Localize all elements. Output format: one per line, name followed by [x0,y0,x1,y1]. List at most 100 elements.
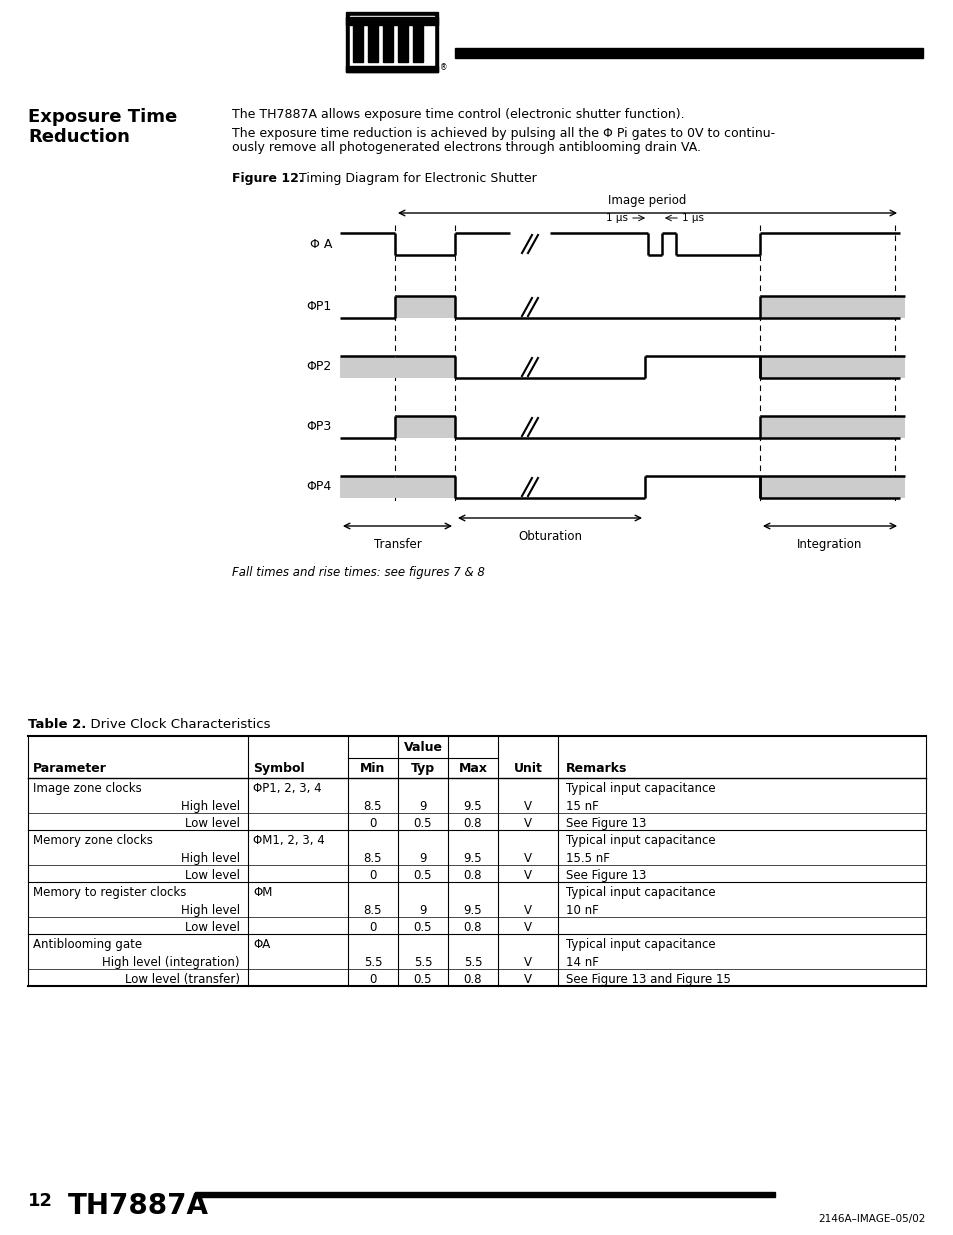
Bar [395,296,455,317]
Text: Exposure Time: Exposure Time [28,107,177,126]
Text: Parameter: Parameter [33,762,107,776]
Text: 10 nF: 10 nF [565,904,598,918]
Text: 2146A–IMAGE–05/02: 2146A–IMAGE–05/02 [818,1214,925,1224]
Text: High level: High level [181,852,240,864]
Text: Symbol: Symbol [253,762,304,776]
Bar [346,65,437,72]
Text: Remarks: Remarks [565,762,627,776]
Text: 9.5: 9.5 [463,800,482,813]
Text: Reduction: Reduction [28,128,130,146]
Text: 0: 0 [369,869,376,882]
Text: Image period: Image period [608,194,686,207]
Text: 14 nF: 14 nF [565,956,598,969]
Text: TH7887A: TH7887A [68,1192,209,1220]
Text: V: V [523,800,532,813]
Text: 0.8: 0.8 [463,818,482,830]
Text: 8.5: 8.5 [363,852,382,864]
Text: 0.8: 0.8 [463,921,482,934]
Text: 15 nF: 15 nF [565,800,598,813]
Text: Table 2.: Table 2. [28,718,87,731]
Text: The exposure time reduction is achieved by pulsing all the Φ Pi gates to 0V to c: The exposure time reduction is achieved … [232,127,774,140]
Text: Low level: Low level [185,921,240,934]
Text: 5.5: 5.5 [414,956,432,969]
Text: V: V [523,904,532,918]
Bar [339,475,455,498]
Text: 9.5: 9.5 [463,904,482,918]
Text: 9.5: 9.5 [463,852,482,864]
Text: ΦP1: ΦP1 [307,300,332,314]
Bar [760,475,904,498]
Text: Unit: Unit [513,762,542,776]
Text: Drive Clock Characteristics: Drive Clock Characteristics [82,718,271,731]
Text: 12: 12 [28,1192,53,1210]
Bar [413,23,422,62]
Text: Typical input capacitance: Typical input capacitance [565,782,715,795]
Text: 1 µs: 1 µs [681,212,703,224]
Text: V: V [523,973,532,986]
Text: Typ: Typ [411,762,435,776]
Text: Memory to register clocks: Memory to register clocks [33,885,186,899]
Text: ΦP1, 2, 3, 4: ΦP1, 2, 3, 4 [253,782,321,795]
Text: See Figure 13: See Figure 13 [565,818,646,830]
Text: Max: Max [458,762,487,776]
Bar [760,356,904,378]
Text: 0.5: 0.5 [414,921,432,934]
Text: Memory zone clocks: Memory zone clocks [33,834,152,847]
Text: ΦM1, 2, 3, 4: ΦM1, 2, 3, 4 [253,834,324,847]
Bar [760,416,904,438]
Text: 8.5: 8.5 [363,904,382,918]
Text: ΦA: ΦA [253,939,270,951]
Text: 0: 0 [369,818,376,830]
Text: Antiblooming gate: Antiblooming gate [33,939,142,951]
Bar [760,296,904,317]
Text: Low level: Low level [185,869,240,882]
Bar [382,23,393,62]
Text: ΦP2: ΦP2 [307,361,332,373]
Text: 0.8: 0.8 [463,869,482,882]
Text: Typical input capacitance: Typical input capacitance [565,939,715,951]
Text: 5.5: 5.5 [463,956,482,969]
Text: V: V [523,956,532,969]
Text: V: V [523,869,532,882]
Text: High level (integration): High level (integration) [102,956,240,969]
Bar [339,356,455,378]
Text: ®: ® [439,63,447,72]
Bar [350,16,434,68]
Text: 9: 9 [418,904,426,918]
Text: 8.5: 8.5 [363,800,382,813]
Text: Integration: Integration [797,538,862,551]
Text: Typical input capacitance: Typical input capacitance [565,885,715,899]
Bar [353,23,363,62]
Text: Value: Value [403,741,442,755]
Text: See Figure 13: See Figure 13 [565,869,646,882]
Bar [346,12,437,72]
Bar [395,416,455,438]
Text: Obturation: Obturation [517,530,581,543]
Text: 0.8: 0.8 [463,973,482,986]
Text: ously remove all photogenerated electrons through antiblooming drain VA.: ously remove all photogenerated electron… [232,141,700,154]
Text: ΦM: ΦM [253,885,273,899]
Text: V: V [523,818,532,830]
Text: Figure 12.: Figure 12. [232,172,303,185]
Text: Timing Diagram for Electronic Shutter: Timing Diagram for Electronic Shutter [291,172,537,185]
Text: Low level: Low level [185,818,240,830]
Text: 0.5: 0.5 [414,869,432,882]
Text: The TH7887A allows exposure time control (electronic shutter function).: The TH7887A allows exposure time control… [232,107,684,121]
Bar [194,1192,774,1197]
Text: ΦP3: ΦP3 [307,420,332,433]
Text: Min: Min [360,762,385,776]
Text: V: V [523,852,532,864]
Bar [368,23,377,62]
Text: 0.5: 0.5 [414,818,432,830]
Text: V: V [523,921,532,934]
Bar [455,48,923,58]
Text: Fall times and rise times: see figures 7 & 8: Fall times and rise times: see figures 7… [232,566,484,579]
Bar [346,17,437,25]
Text: Typical input capacitance: Typical input capacitance [565,834,715,847]
Text: High level: High level [181,800,240,813]
Text: 0: 0 [369,973,376,986]
Text: High level: High level [181,904,240,918]
Bar [397,23,408,62]
Text: 5.5: 5.5 [363,956,382,969]
Text: Transfer: Transfer [374,538,421,551]
